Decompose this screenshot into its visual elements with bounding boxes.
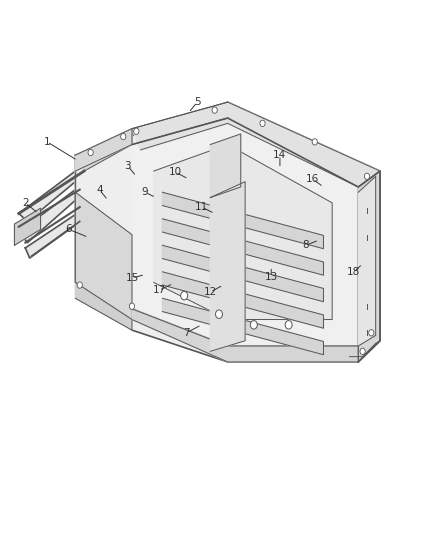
Polygon shape	[75, 102, 380, 362]
Text: 4: 4	[96, 184, 102, 195]
Circle shape	[260, 120, 265, 126]
Circle shape	[129, 303, 134, 310]
Polygon shape	[19, 190, 75, 243]
Circle shape	[369, 329, 374, 336]
Text: 8: 8	[303, 240, 309, 251]
Circle shape	[88, 149, 93, 156]
Polygon shape	[162, 298, 323, 355]
Polygon shape	[162, 245, 323, 302]
Polygon shape	[162, 272, 323, 328]
Text: 10: 10	[169, 167, 182, 177]
Text: 1: 1	[44, 137, 50, 147]
Polygon shape	[132, 102, 380, 187]
Circle shape	[251, 320, 257, 329]
Text: 11: 11	[195, 202, 208, 212]
Text: 9: 9	[142, 187, 148, 197]
Text: 2: 2	[22, 198, 28, 208]
Text: 6: 6	[66, 224, 72, 235]
Polygon shape	[358, 171, 380, 362]
Circle shape	[312, 139, 318, 145]
Polygon shape	[75, 128, 132, 171]
Text: 5: 5	[194, 97, 201, 107]
Text: 3: 3	[124, 161, 131, 171]
Text: 16: 16	[306, 174, 319, 184]
Polygon shape	[154, 144, 332, 319]
Polygon shape	[75, 155, 132, 319]
Text: 14: 14	[273, 150, 286, 160]
Polygon shape	[162, 192, 323, 249]
Polygon shape	[210, 134, 241, 198]
Text: 17: 17	[152, 285, 166, 295]
Text: 13: 13	[265, 272, 278, 282]
Text: 15: 15	[125, 273, 138, 283]
Polygon shape	[75, 128, 132, 171]
Polygon shape	[132, 309, 358, 362]
Polygon shape	[358, 171, 380, 362]
Circle shape	[134, 128, 139, 134]
Text: 7: 7	[183, 328, 190, 338]
Polygon shape	[132, 118, 358, 346]
Polygon shape	[14, 208, 41, 245]
Circle shape	[364, 173, 370, 180]
Circle shape	[120, 133, 126, 140]
Polygon shape	[75, 282, 132, 330]
Circle shape	[360, 348, 365, 354]
Polygon shape	[19, 171, 75, 221]
Circle shape	[285, 320, 292, 329]
Circle shape	[212, 107, 217, 114]
Text: 18: 18	[347, 267, 360, 277]
Polygon shape	[162, 219, 323, 275]
Text: 12: 12	[204, 287, 217, 297]
Polygon shape	[25, 215, 75, 258]
Circle shape	[77, 282, 82, 288]
Circle shape	[181, 292, 187, 300]
Polygon shape	[210, 182, 245, 351]
Circle shape	[215, 310, 223, 318]
